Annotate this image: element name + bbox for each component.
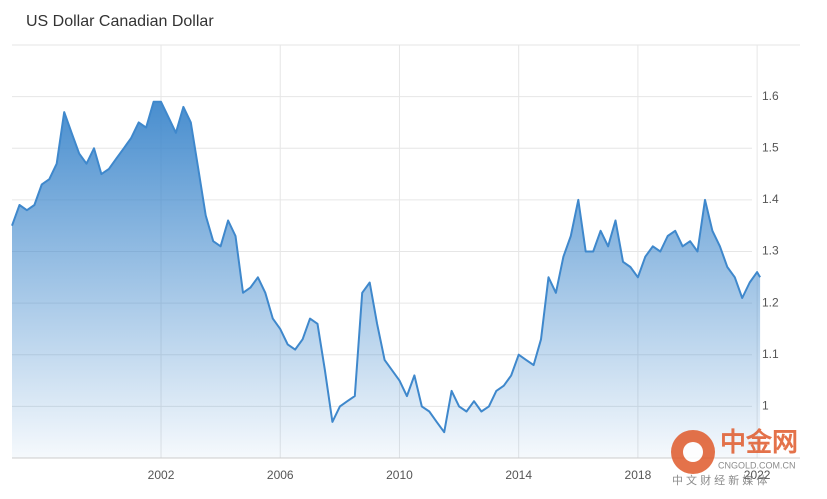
watermark-url: CNGOLD.COM.CN: [718, 460, 796, 470]
y-tick-label: 1.3: [762, 244, 779, 258]
y-tick-label: 1.4: [762, 192, 779, 206]
y-tick-label: 1.1: [762, 347, 779, 361]
x-tick-label: 2010: [386, 468, 413, 482]
watermark-logo: [683, 442, 703, 462]
watermark: 中金网 CNGOLD.COM.CN 中 文 财 经 新 媒 体: [671, 427, 798, 487]
watermark-name: 中金网: [720, 427, 798, 457]
watermark-tagline: 中 文 财 经 新 媒 体: [672, 473, 767, 487]
x-tick-label: 2014: [505, 468, 532, 482]
x-tick-label: 2002: [148, 468, 175, 482]
x-tick-label: 2018: [625, 468, 652, 482]
line: [11, 100, 761, 434]
chart-title: US Dollar Canadian Dollar: [26, 13, 214, 30]
y-tick-label: 1.2: [762, 295, 779, 309]
y-tick-label: 1: [762, 399, 769, 413]
y-tick-label: 1.6: [762, 89, 779, 103]
y-tick-label: 1.5: [762, 140, 779, 154]
area-fill: [12, 101, 761, 459]
x-tick-label: 2006: [267, 468, 294, 482]
x-tick-label: 2022: [744, 468, 771, 482]
